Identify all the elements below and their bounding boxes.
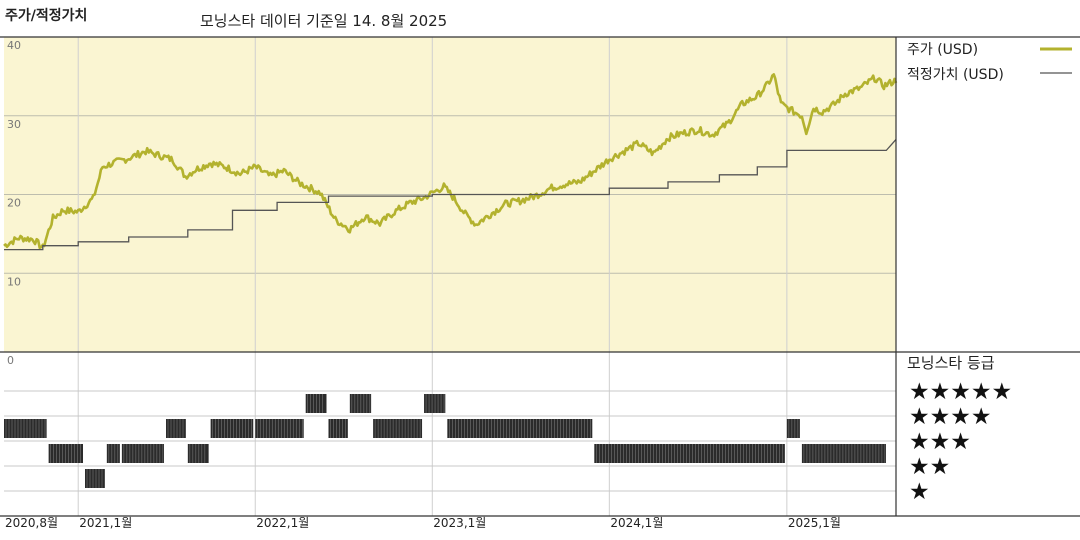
fair-value-series-line xyxy=(4,138,897,251)
x-tick-label: 2021,1월 xyxy=(79,516,132,530)
rating-4-stars: ★★★★ xyxy=(909,404,991,430)
rating-segment xyxy=(255,419,304,438)
rating-bars xyxy=(4,394,886,488)
rating-segment xyxy=(4,419,47,438)
y-axis: 10 20 30 40 0 xyxy=(7,39,21,367)
rating-bar xyxy=(121,444,165,463)
y-tick-label: 40 xyxy=(7,39,21,52)
rating-bar xyxy=(255,419,304,438)
rating-bar xyxy=(187,444,209,463)
rating-bar xyxy=(786,419,800,438)
rating-segment xyxy=(424,394,446,413)
rating-bar xyxy=(210,419,254,438)
rating-segment xyxy=(106,444,120,463)
rating-segment xyxy=(210,419,254,438)
rating-bar xyxy=(447,419,593,438)
rating-segment xyxy=(594,444,785,463)
x-tick-label: 2023,1월 xyxy=(433,516,486,530)
rating-bar xyxy=(106,444,120,463)
x-tick-label: 2022,1월 xyxy=(256,516,309,530)
rating-bar xyxy=(801,444,886,463)
chart-title: 주가/적정가치 xyxy=(5,7,87,24)
rating-segment xyxy=(166,419,186,438)
y-tick-label: 30 xyxy=(7,118,21,131)
rating-bar xyxy=(305,394,327,413)
rating-bar xyxy=(349,394,372,413)
rating-segment xyxy=(121,444,165,463)
price-series-line xyxy=(3,73,898,250)
chart-subtitle: 모닝스타 데이터 기준일 14. 8월 2025 xyxy=(200,12,447,30)
x-tick-label: 2024,1월 xyxy=(610,516,663,530)
rating-bar xyxy=(4,419,47,438)
rating-segment xyxy=(373,419,423,438)
legend-fair-label: 적정가치 (USD) xyxy=(907,67,1004,83)
rating-bar xyxy=(373,419,423,438)
rating-3-stars: ★★★ xyxy=(909,429,971,455)
rating-segment xyxy=(328,419,348,438)
rating-2-stars: ★★ xyxy=(909,454,950,480)
rating-segment xyxy=(187,444,209,463)
chart-frame xyxy=(0,36,1080,517)
rating-1-star: ★ xyxy=(909,479,930,505)
legend-price-label: 주가 (USD) xyxy=(907,42,978,58)
data-series xyxy=(3,73,898,251)
x-tick-label: 2025,1월 xyxy=(788,516,841,530)
rating-segment xyxy=(85,469,105,488)
rating-bar xyxy=(328,419,348,438)
y-tick-label: 10 xyxy=(7,275,21,288)
rating-segment xyxy=(48,444,84,463)
rating-segment xyxy=(305,394,327,413)
rating-5-stars: ★★★★★ xyxy=(909,379,1012,405)
rating-legend-title: 모닝스타 등급 xyxy=(907,354,995,372)
rating-bar xyxy=(424,394,446,413)
rating-axis-zero: 0 xyxy=(7,354,14,367)
x-axis: 2020,8월 2021,1월 2022,1월 2023,1월 2024,1월 2025,… xyxy=(5,516,841,530)
rating-segment xyxy=(786,419,800,438)
rating-segment xyxy=(447,419,593,438)
x-tick-label: 2020,8월 xyxy=(5,516,58,530)
y-tick-label: 20 xyxy=(7,197,21,210)
grid-lines xyxy=(4,36,896,516)
rating-segment xyxy=(349,394,372,413)
rating-segment xyxy=(801,444,886,463)
